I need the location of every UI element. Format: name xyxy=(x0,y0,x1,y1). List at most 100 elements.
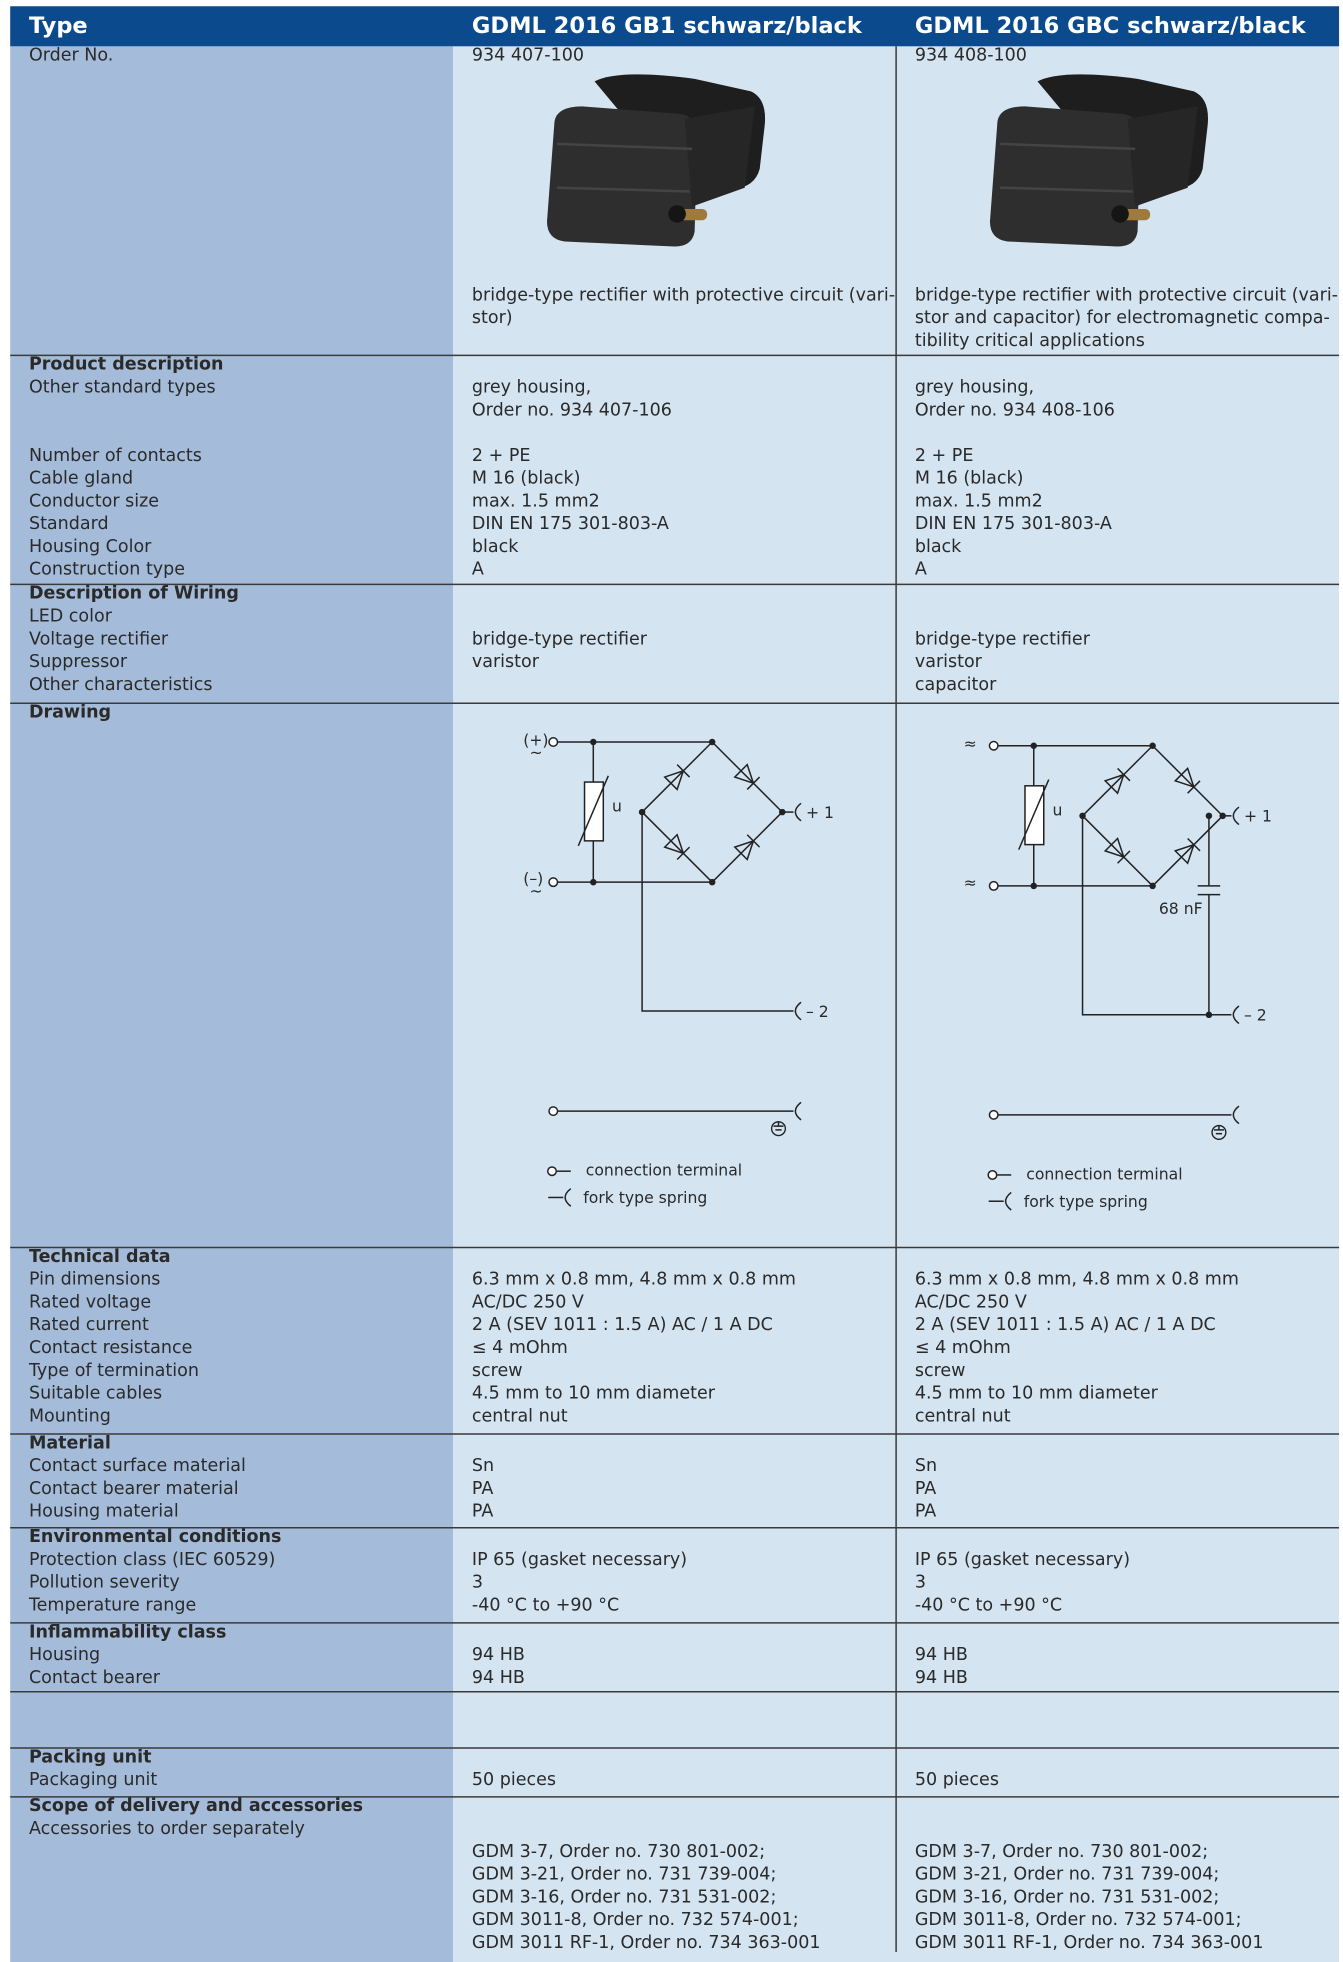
row-label: Pin dimensions xyxy=(29,1270,160,1290)
row-value: DIN EN 175 301-803-A xyxy=(915,514,1112,534)
diode xyxy=(663,833,691,861)
junction xyxy=(590,878,597,886)
diode xyxy=(733,763,761,790)
row-value: screw xyxy=(472,1361,523,1381)
row-value: bridge-type rectifier xyxy=(472,629,648,649)
row-label: Rated current xyxy=(29,1315,149,1335)
varistor xyxy=(583,781,605,842)
row-value: 2 + PE xyxy=(472,446,531,466)
section-heading: Description of Wiring xyxy=(29,584,239,604)
connector-pin-base xyxy=(668,205,686,223)
row-label: Protection class (IEC 60529) xyxy=(29,1550,275,1570)
varistor xyxy=(1024,785,1045,846)
section-heading: Product description xyxy=(29,355,223,375)
row-value: AC/DC 250 V xyxy=(915,1292,1027,1312)
junction xyxy=(1030,882,1037,890)
diode xyxy=(663,764,691,791)
section-heading: Environmental conditions xyxy=(29,1527,281,1547)
row-label: Housing Color xyxy=(29,537,152,557)
row-value: grey housing, xyxy=(915,378,1034,398)
row-label: Suppressor xyxy=(29,652,128,672)
product-description: bridge-type rectifier with protective ci… xyxy=(472,285,895,305)
row-value: GDM 3-21, Order no. 731 739-004; xyxy=(915,1865,1219,1885)
row-value: Sn xyxy=(472,1456,494,1476)
terminal xyxy=(988,740,999,751)
header-bar xyxy=(10,6,1340,47)
fork-spring xyxy=(564,1188,572,1207)
product-description: stor) xyxy=(472,308,513,328)
row-value: black xyxy=(915,537,962,557)
section-heading: Material xyxy=(29,1433,111,1453)
row-value: PA xyxy=(915,1502,936,1522)
connector-pin-base xyxy=(1111,205,1129,223)
header-cell: Type xyxy=(29,13,88,39)
row-value: GDM 3-21, Order no. 731 739-004; xyxy=(472,1865,776,1885)
row-label: Number of contacts xyxy=(29,446,202,466)
drawing-label: 68 nF xyxy=(1159,899,1203,918)
row-label: Contact surface material xyxy=(29,1456,246,1476)
fork-spring xyxy=(1004,1191,1012,1211)
row-value: PA xyxy=(472,1502,493,1522)
row-value: GDM 3-7, Order no. 730 801-002; xyxy=(472,1842,765,1862)
terminal xyxy=(548,1106,559,1117)
row-value: M 16 (black) xyxy=(915,469,1024,489)
fork-spring xyxy=(794,1101,802,1121)
row-value: varistor xyxy=(915,652,983,672)
section-heading: Scope of delivery and accessories xyxy=(29,1796,363,1816)
row-label: Mounting xyxy=(29,1406,111,1426)
row-label: Voltage rectifier xyxy=(29,629,169,649)
connector-pin xyxy=(679,208,708,221)
connector-highlight xyxy=(556,142,693,193)
row-value: 4.5 mm to 10 mm diameter xyxy=(472,1384,716,1404)
row-value: Order no. 934 408-106 xyxy=(915,400,1115,420)
row-label: LED color xyxy=(29,607,113,627)
row-value: GDM 3011 RF-1, Order no. 734 363-001 xyxy=(915,1933,1264,1953)
drawing-label: – 2 xyxy=(806,1002,829,1021)
row-value: IP 65 (gasket necessary) xyxy=(915,1550,1130,1570)
drawing-label: (–) xyxy=(523,869,543,888)
diode xyxy=(733,834,761,861)
row-label: Housing xyxy=(29,1645,100,1665)
row-value: varistor xyxy=(472,652,540,672)
row-value: 6.3 mm x 0.8 mm, 4.8 mm x 0.8 mm xyxy=(472,1270,796,1290)
row-label: Temperature range xyxy=(28,1596,196,1616)
row-value: M 16 (black) xyxy=(472,469,581,489)
row-value: PA xyxy=(915,1479,936,1499)
row-value: AC/DC 250 V xyxy=(472,1292,584,1312)
row-value: IP 65 (gasket necessary) xyxy=(472,1550,687,1570)
row-value: bridge-type rectifier xyxy=(915,629,1091,649)
terminal xyxy=(987,1169,998,1180)
wire xyxy=(641,812,794,1012)
circuit-drawing: u + 1 – 2 68 nF ≈ ≈ connection terminal fork ty… xyxy=(964,734,1272,1211)
connector-ridge xyxy=(684,106,755,207)
row-value: 4.5 mm to 10 mm diameter xyxy=(915,1384,1159,1404)
row-label: Type of termination xyxy=(28,1361,199,1381)
row-label: Suitable cables xyxy=(29,1384,162,1404)
drawing-label: fork type spring xyxy=(583,1188,707,1207)
terminal xyxy=(546,1166,558,1177)
diode xyxy=(1173,837,1201,865)
row-value: ≤ 4 mOhm xyxy=(915,1338,1011,1358)
connector-body xyxy=(989,106,1141,247)
row-label: Standard xyxy=(29,514,109,534)
row-value: 3 xyxy=(915,1573,926,1593)
junction xyxy=(708,738,716,746)
row-value: central nut xyxy=(915,1406,1011,1426)
row-value: 94 HB xyxy=(472,1645,525,1665)
row-label: Rated voltage xyxy=(29,1292,151,1312)
row-label: Other standard types xyxy=(29,378,216,398)
row-value: DIN EN 175 301-803-A xyxy=(472,514,669,534)
terminal xyxy=(548,877,559,888)
row-value: PA xyxy=(472,1479,493,1499)
header-cell: GDML 2016 GBC schwarz/black xyxy=(915,13,1307,39)
wire xyxy=(1018,779,1050,850)
drawing-label: ~ xyxy=(529,743,542,762)
row-value: GDM 3-16, Order no. 731 531-002; xyxy=(472,1887,776,1907)
drawing-label: + 1 xyxy=(1244,807,1272,826)
drawing-label: connection terminal xyxy=(1026,1164,1182,1183)
row-value: grey housing, xyxy=(472,378,591,398)
junction xyxy=(1149,882,1156,890)
row-label: Contact bearer material xyxy=(29,1479,239,1499)
junction xyxy=(590,738,597,746)
